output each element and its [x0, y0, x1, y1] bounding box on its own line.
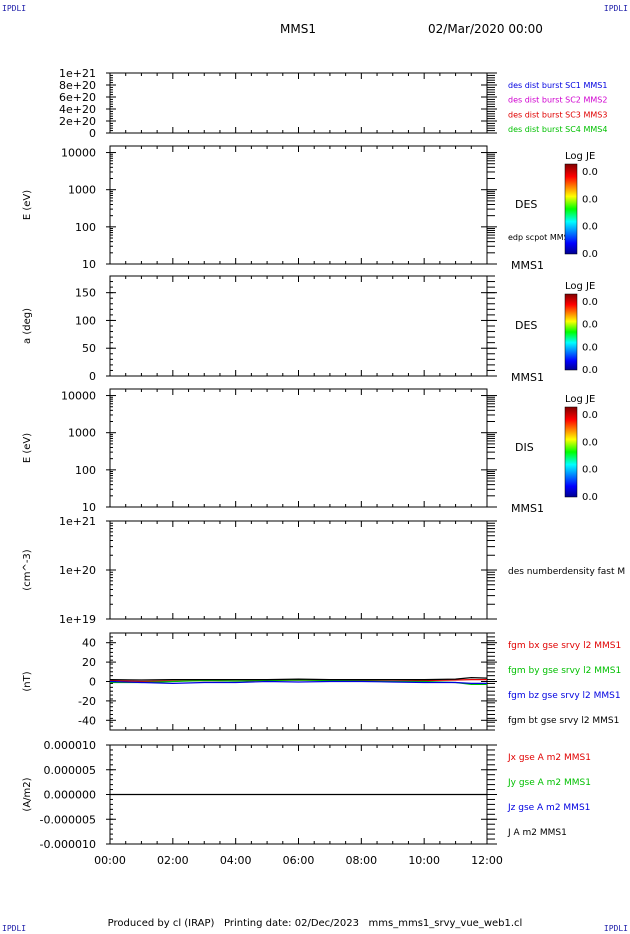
corner-label-top-right: IPDLI	[603, 4, 628, 13]
y-tick-label-fgm: 20	[82, 656, 96, 669]
legend-entry-fgm: fgm by gse srvy l2 MMS1	[508, 666, 621, 676]
panel-frame-des-pitch	[109, 275, 488, 377]
y-tick-label-des-energy: 100	[75, 221, 96, 234]
panel-frame-des-energy	[109, 145, 488, 265]
y-tick-label-dist: 2e+20	[59, 115, 96, 128]
spacecraft-label-des-pitch: MMS1	[511, 371, 544, 384]
colorbar-tick-label-des-energy: 0.0	[582, 222, 598, 233]
y-axis-label-density: (cm^-3)	[22, 549, 33, 590]
colorbar-tick-label-des-pitch: 0.0	[582, 342, 598, 353]
corner-label-bottom-left: IPDLI	[2, 924, 27, 933]
y-tick-label-current: -0.000010	[40, 838, 96, 851]
x-tick-label: 08:00	[345, 854, 377, 867]
x-tick-label: 10:00	[408, 854, 440, 867]
colorbar-tick-label-dis-energy: 0.0	[582, 437, 598, 448]
colorbar-tick-label-des-energy: 0.0	[582, 194, 598, 205]
x-tick-label: 04:00	[220, 854, 252, 867]
instrument-label-des-energy: DES	[515, 198, 537, 211]
y-tick-label-des-pitch: 0	[89, 370, 96, 383]
legend-entry-fgm: fgm bt gse srvy l2 MMS1	[508, 716, 619, 726]
x-tick-label: 02:00	[157, 854, 189, 867]
y-tick-label-dist: 1e+21	[59, 67, 96, 80]
panel-frame-dist	[109, 72, 488, 134]
series-line-fgm-3	[109, 676, 488, 681]
colorbar-tick-label-des-energy: 0.0	[582, 167, 598, 178]
corner-label-top-left: IPDLI	[2, 4, 27, 13]
y-tick-label-des-energy: 10	[82, 258, 96, 271]
instrument-label-dis-energy: DIS	[515, 441, 534, 454]
panel-frame-dis-energy	[109, 388, 488, 508]
y-tick-label-current: 0.000005	[44, 764, 97, 777]
x-tick-label: 12:00	[471, 854, 503, 867]
colorbar-tick-label-des-energy: 0.0	[582, 249, 598, 260]
legend-entry-dist: des dist burst SC3 MMS3	[508, 110, 607, 119]
legend-entry-density: des numberdensity fast M	[508, 567, 625, 577]
panel-frame-density	[109, 520, 488, 620]
y-tick-label-dis-energy: 100	[75, 464, 96, 477]
instrument-label-des-pitch: DES	[515, 319, 537, 332]
series-line-fgm-2	[109, 680, 487, 685]
x-tick-label: 06:00	[283, 854, 315, 867]
y-tick-label-des-pitch: 100	[75, 314, 96, 327]
y-tick-label-dis-energy: 10	[82, 501, 96, 514]
legend-entry-current: Jy gse A m2 MMS1	[507, 778, 591, 788]
y-tick-label-des-energy: 1000	[68, 184, 96, 197]
y-tick-label-dist: 6e+20	[59, 91, 96, 104]
x-tick-label: 00:00	[94, 854, 126, 867]
y-tick-label-current: 0.000000	[44, 789, 97, 802]
legend-entry-dist: des dist burst SC4 MMS4	[508, 125, 607, 134]
colorbar-des-pitch	[564, 293, 578, 371]
colorbar-tick-label-des-pitch: 0.0	[582, 320, 598, 331]
legend-entry-dist: des dist burst SC2 MMS2	[508, 96, 607, 105]
y-axis-label-dis-energy: E (eV)	[22, 433, 33, 463]
extra-label-des-energy: edp scpot MMS1	[508, 233, 574, 242]
y-axis-label-fgm: (nT)	[22, 671, 33, 691]
legend-entry-current: J A m2 MMS1	[507, 828, 567, 838]
legend-entry-dist: des dist burst SC1 MMS1	[508, 81, 607, 90]
y-tick-label-dis-energy: 1000	[68, 427, 96, 440]
y-tick-label-fgm: 0	[89, 676, 96, 689]
legend-entry-fgm: fgm bz gse srvy l2 MMS1	[508, 691, 621, 701]
colorbar-title-des-energy: Log JE	[565, 151, 595, 162]
corner-label-bottom-right: IPDLI	[603, 924, 628, 933]
y-tick-label-dist: 4e+20	[59, 103, 96, 116]
y-tick-label-current: 0.000010	[44, 739, 97, 752]
y-tick-label-fgm: 40	[82, 637, 96, 650]
footer-text: Produced by cl (IRAP) Printing date: 02/…	[107, 918, 523, 929]
colorbar-tick-label-des-pitch: 0.0	[582, 297, 598, 308]
y-tick-label-dis-energy: 10000	[61, 390, 96, 403]
colorbar-tick-label-dis-energy: 0.0	[582, 492, 598, 503]
y-tick-label-fgm: -20	[78, 695, 96, 708]
y-tick-label-density: 1e+21	[59, 515, 96, 528]
legend-entry-current: Jx gse A m2 MMS1	[507, 753, 591, 763]
header-spacecraft: MMS1	[280, 22, 316, 36]
y-axis-label-des-energy: E (eV)	[22, 190, 33, 220]
colorbar-dis-energy	[564, 406, 578, 498]
y-tick-label-dist: 8e+20	[59, 79, 96, 92]
y-tick-label-density: 1e+20	[59, 564, 96, 577]
spacecraft-label-des-energy: MMS1	[511, 259, 544, 272]
header-date: 02/Mar/2020 00:00	[428, 22, 543, 36]
colorbar-tick-label-dis-energy: 0.0	[582, 465, 598, 476]
y-tick-label-des-pitch: 150	[75, 287, 96, 300]
y-tick-label-current: -0.000005	[40, 813, 96, 826]
y-tick-label-dist: 0	[89, 127, 96, 140]
y-tick-label-des-energy: 10000	[61, 147, 96, 160]
colorbar-title-des-pitch: Log JE	[565, 281, 595, 292]
colorbar-tick-label-dis-energy: 0.0	[582, 410, 598, 421]
y-tick-label-density: 1e+19	[59, 613, 96, 626]
y-tick-label-fgm: -40	[78, 714, 96, 727]
spacecraft-label-dis-energy: MMS1	[511, 502, 544, 515]
colorbar-title-dis-energy: Log JE	[565, 394, 595, 405]
legend-entry-current: Jz gse A m2 MMS1	[507, 803, 590, 813]
y-tick-label-des-pitch: 50	[82, 342, 96, 355]
colorbar-tick-label-des-pitch: 0.0	[582, 365, 598, 376]
y-axis-label-des-pitch: a (deg)	[22, 308, 33, 344]
y-axis-label-current: (A/m2)	[22, 777, 33, 811]
colorbar-des-energy	[564, 163, 578, 255]
legend-entry-fgm: fgm bx gse srvy l2 MMS1	[508, 641, 621, 651]
